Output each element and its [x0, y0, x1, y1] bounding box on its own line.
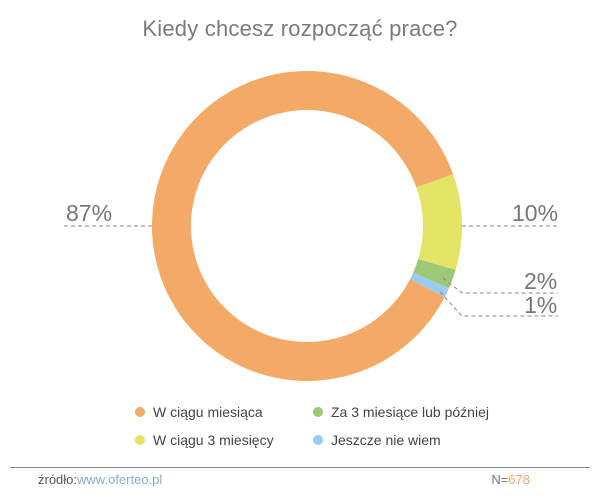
donut-slice-2-percent[interactable] [413, 258, 456, 289]
sample-size-value: 678 [508, 472, 530, 487]
label-1-percent: 1% [524, 292, 558, 318]
label-10-percent: 10% [512, 200, 559, 226]
leader-lines [64, 225, 558, 317]
legend-dot-icon [135, 435, 145, 445]
source-label: źródło: [38, 472, 78, 487]
legend-item-za-3-miesiace[interactable]: Za 3 miesiące lub później [313, 404, 489, 420]
legend-label: Za 3 miesiące lub później [331, 404, 489, 420]
leader-line-2 [442, 277, 558, 294]
sample-size: N=678 [491, 472, 530, 487]
label-2-percent: 2% [524, 268, 558, 294]
donut-slice-10-percent[interactable] [416, 174, 462, 271]
legend-item-jeszcze-nie-wiem[interactable]: Jeszcze nie wiem [313, 432, 441, 448]
label-87-percent: 87% [66, 200, 113, 226]
donut-slices [152, 70, 462, 381]
source-text: źródło:www.oferteo.pl [38, 472, 162, 487]
sample-size-label: N= [491, 472, 509, 487]
chart-title: Kiedy chcesz rozpocząć prace? [142, 16, 458, 41]
legend-label: Jeszcze nie wiem [331, 432, 441, 448]
source-link[interactable]: www.oferteo.pl [77, 472, 163, 487]
legend-label: W ciągu 3 miesięcy [153, 432, 274, 448]
legend-dot-icon [313, 407, 323, 417]
legend-item-w-ciagu-miesiaca[interactable]: W ciągu miesiąca [135, 404, 263, 420]
leader-line-1 [439, 291, 558, 317]
legend-item-w-ciagu-3-miesiecy[interactable]: W ciągu 3 miesięcy [135, 432, 274, 448]
legend-dot-icon [313, 435, 323, 445]
donut-slice-87-percent[interactable] [152, 70, 454, 381]
footer-divider [10, 467, 590, 468]
legend-label: W ciągu miesiąca [153, 404, 263, 420]
legend-dot-icon [135, 407, 145, 417]
donut-slice-1-percent[interactable] [410, 272, 449, 298]
